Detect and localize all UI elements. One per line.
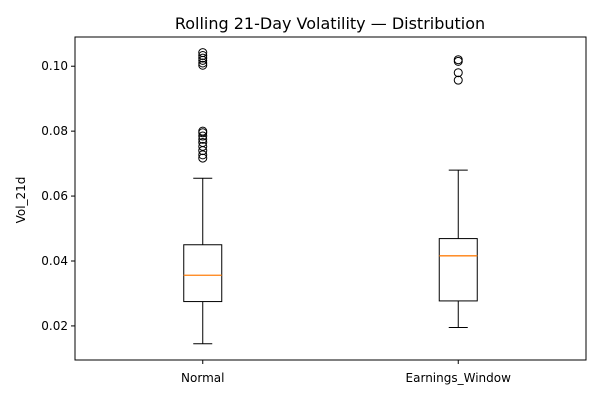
- outlier-point: [198, 126, 208, 136]
- outlier-point: [198, 141, 208, 151]
- outlier-point: [198, 60, 208, 70]
- y-tick-label: 0.10: [41, 59, 68, 73]
- outlier-point: [198, 131, 208, 141]
- plot-area: 0.02 0.04 0.06 0.08 0.10 Normal Earnings_Windo…: [41, 48, 512, 385]
- chart-title: Rolling 21-Day Volatility — Distribution: [175, 14, 485, 33]
- outlier-point: [198, 58, 208, 68]
- y-tick-label: 0.02: [41, 319, 68, 333]
- y-axis-label: Vol_21d: [14, 177, 28, 224]
- outlier-point: [198, 138, 208, 148]
- outlier-point: [198, 153, 208, 163]
- outlier-point: [453, 55, 463, 65]
- y-tick-label: 0.04: [41, 254, 68, 268]
- outlier-point: [453, 75, 463, 85]
- x-tick-label: Normal: [181, 371, 224, 385]
- x-tick-label: Earnings_Window: [406, 371, 512, 385]
- box-iqr: [183, 244, 223, 303]
- box-iqr: [438, 238, 478, 302]
- y-tick-label: 0.06: [41, 189, 68, 203]
- outlier-point: [198, 51, 208, 61]
- y-tick-label: 0.08: [41, 124, 68, 138]
- outlier-point: [198, 48, 208, 58]
- outlier-point: [198, 53, 208, 63]
- axes-frame: [74, 36, 587, 361]
- outlier-point: [453, 68, 463, 78]
